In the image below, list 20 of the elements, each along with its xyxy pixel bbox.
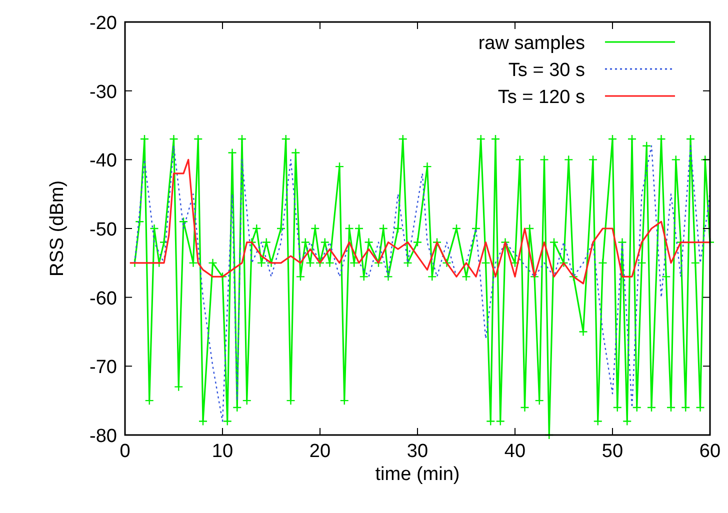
- x-tick-label: 60: [699, 441, 721, 462]
- y-tick-label: -40: [90, 150, 117, 172]
- y-axis-title: RSS (dBm): [47, 180, 68, 277]
- y-tick-label: -30: [90, 82, 117, 103]
- x-tick-label: 30: [406, 441, 428, 462]
- y-tick-label: -70: [90, 357, 117, 378]
- y-tick-label: -60: [90, 288, 117, 310]
- line-series: [129, 158, 711, 284]
- y-tick-label: -80: [90, 426, 117, 447]
- legend-label: Ts = 30 s: [508, 60, 585, 81]
- x-tick-label: 20: [309, 441, 331, 462]
- y-tick-label: -20: [90, 13, 117, 34]
- legend-label: raw samples: [478, 33, 585, 54]
- x-tick-label: 40: [504, 441, 526, 462]
- y-tick-label: -50: [90, 220, 117, 240]
- x-tick-label: 50: [602, 441, 624, 462]
- legend-label: Ts = 120 s: [498, 87, 585, 108]
- x-tick-label: 10: [212, 441, 234, 462]
- x-axis-title: time (min): [375, 464, 460, 485]
- x-tick-label: 0: [120, 441, 130, 462]
